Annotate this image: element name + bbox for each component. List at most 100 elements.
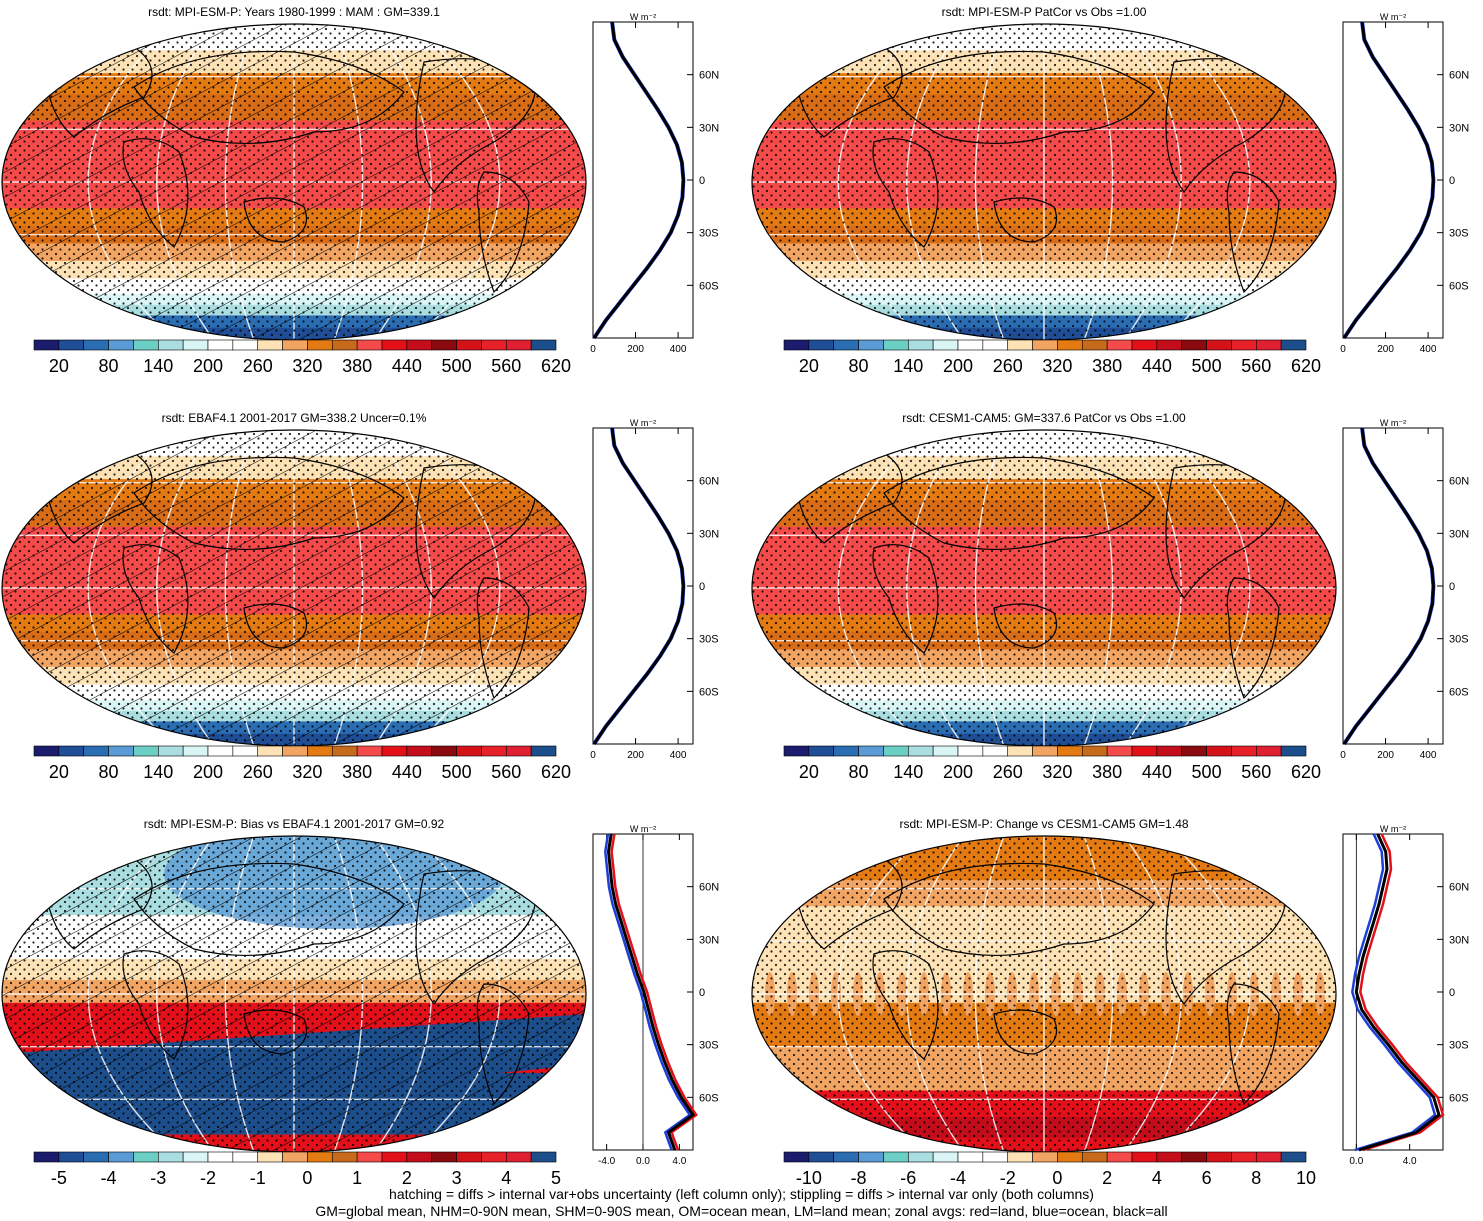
- colorbar-swatch: [932, 1151, 959, 1163]
- profile-lat-label: 0: [699, 581, 705, 593]
- profile-lat-label: 30N: [1449, 528, 1469, 540]
- colorbar-label: -4: [950, 1168, 966, 1188]
- colorbar-swatch: [505, 339, 532, 351]
- colorbar-swatch: [58, 1151, 85, 1163]
- colorbar-swatch: [1131, 339, 1158, 351]
- map-stippling: [752, 836, 1336, 1152]
- profile-lat-label: 30N: [1449, 934, 1469, 946]
- colorbar-label: 20: [799, 356, 819, 376]
- colorbar-swatch: [1231, 339, 1257, 351]
- profile-lat-label: 30N: [1449, 122, 1469, 134]
- colorbar-swatch: [808, 745, 835, 757]
- colorbar-swatch: [1280, 745, 1307, 757]
- colorbar-swatch: [108, 1151, 134, 1163]
- footer: hatching = diffs > internal var+obs unce…: [0, 1186, 1483, 1220]
- colorbar-label: 500: [1192, 762, 1222, 782]
- colorbar-label: 200: [943, 356, 973, 376]
- colorbar-label: -2: [1000, 1168, 1016, 1188]
- colorbar-swatch: [907, 339, 934, 351]
- colorbar-swatch: [282, 1151, 308, 1163]
- colorbar-swatch: [257, 339, 283, 351]
- colorbar-swatch: [530, 745, 557, 757]
- profile-lat-label: 60S: [699, 280, 719, 292]
- profile-frame: [1342, 833, 1444, 1151]
- colorbar-label: 140: [893, 762, 923, 782]
- profile-line-ocean: [1342, 427, 1436, 746]
- profile-x-label: 0: [590, 750, 596, 761]
- colorbar-swatch: [982, 745, 1009, 757]
- profile-line-ocean: [592, 427, 686, 746]
- profile-x-label: 4.0: [1403, 1156, 1417, 1167]
- profile-6: W m⁻² 60N 30N 0 30S 60S 0.0 4.0: [1342, 824, 1469, 1167]
- profile-lat-label: 30S: [1449, 228, 1469, 240]
- profile-lat-label: 30S: [1449, 1040, 1469, 1052]
- colorbar-swatch: [232, 1151, 259, 1163]
- colorbar-label: -1: [250, 1168, 266, 1188]
- colorbar-swatch: [1032, 1151, 1058, 1163]
- colorbar-label: 380: [1092, 762, 1122, 782]
- profile-lat-label: 60S: [1449, 280, 1469, 292]
- map-field: [752, 430, 1336, 746]
- profile-lat-label: 60N: [699, 882, 719, 894]
- colorbar-swatch: [431, 339, 457, 351]
- colorbar-label: 140: [143, 356, 173, 376]
- colorbar-swatch: [157, 745, 184, 757]
- profile-line-all: [592, 427, 685, 745]
- colorbar-label: -6: [900, 1168, 916, 1188]
- profile-line-all: [1342, 427, 1435, 745]
- colorbar-label: 440: [1142, 356, 1172, 376]
- colorbar-swatch: [1181, 1151, 1207, 1163]
- profile-x-label: 0.0: [1349, 1156, 1363, 1167]
- map-field: [2, 24, 586, 340]
- colorbar-label: 260: [243, 356, 273, 376]
- map-stippling: [752, 430, 1336, 746]
- profile-unit: W m⁻²: [630, 12, 656, 22]
- colorbar-swatch: [108, 745, 134, 757]
- colorbar-swatch: [833, 339, 859, 351]
- footer-line-2: GM=global mean, NHM=0-90N mean, SHM=0-90…: [315, 1203, 1168, 1219]
- colorbar-swatch: [982, 1151, 1009, 1163]
- map-title: rsdt: MPI-ESM-P: Bias vs EBAF4.1 2001-20…: [144, 817, 445, 831]
- profile-x-label: 0: [1340, 344, 1346, 355]
- colorbar-swatch: [858, 339, 884, 351]
- profile-x-label: 400: [670, 750, 687, 761]
- colorbar-swatch: [1131, 745, 1158, 757]
- colorbar-swatch: [783, 745, 810, 757]
- colorbar-label: 320: [292, 762, 322, 782]
- colorbar-label: 560: [1241, 762, 1271, 782]
- colorbar-swatch: [1057, 339, 1083, 351]
- colorbar-swatch: [33, 745, 60, 757]
- profile-x-label: 400: [1420, 344, 1437, 355]
- colorbar-swatch: [406, 1151, 433, 1163]
- profile-x-label: 400: [670, 344, 687, 355]
- colorbar-swatch: [481, 745, 507, 757]
- colorbar-swatch: [1032, 745, 1058, 757]
- colorbar-swatch: [1081, 745, 1108, 757]
- colorbar-swatch: [307, 745, 333, 757]
- colorbar-label: 380: [1092, 356, 1122, 376]
- profile-x-label: 4.0: [672, 1156, 686, 1167]
- colorbar-label: 440: [392, 762, 422, 782]
- colorbar-swatch: [1280, 339, 1307, 351]
- colorbar-swatch: [133, 1151, 159, 1163]
- colorbar-swatch: [907, 1151, 934, 1163]
- colorbar-label: 0: [302, 1168, 312, 1188]
- colorbar-swatch: [331, 339, 358, 351]
- colorbar-label: 20: [799, 762, 819, 782]
- profile-lat-label: 0: [1449, 175, 1455, 187]
- profile-lat-label: 60S: [699, 686, 719, 698]
- colorbar-swatch: [1181, 339, 1207, 351]
- colorbar-swatch: [808, 339, 835, 351]
- colorbar-swatch: [1057, 745, 1083, 757]
- colorbar-label: 4: [1152, 1168, 1162, 1188]
- colorbar-swatch: [907, 745, 934, 757]
- profile-line-all: [606, 833, 696, 1151]
- colorbar-swatch: [932, 339, 959, 351]
- colorbar-swatch: [431, 1151, 457, 1163]
- footer-line-1: hatching = diffs > internal var+obs unce…: [389, 1186, 1094, 1202]
- map-panel-3: rsdt: EBAF4.1 2001-2017 GM=338.2 Uncer=0…: [1, 411, 587, 747]
- colorbar-swatch: [1106, 339, 1133, 351]
- colorbar-label: 440: [1142, 762, 1172, 782]
- map-title: rsdt: MPI-ESM-P PatCor vs Obs =1.00: [942, 5, 1147, 19]
- colorbar-swatch: [182, 745, 209, 757]
